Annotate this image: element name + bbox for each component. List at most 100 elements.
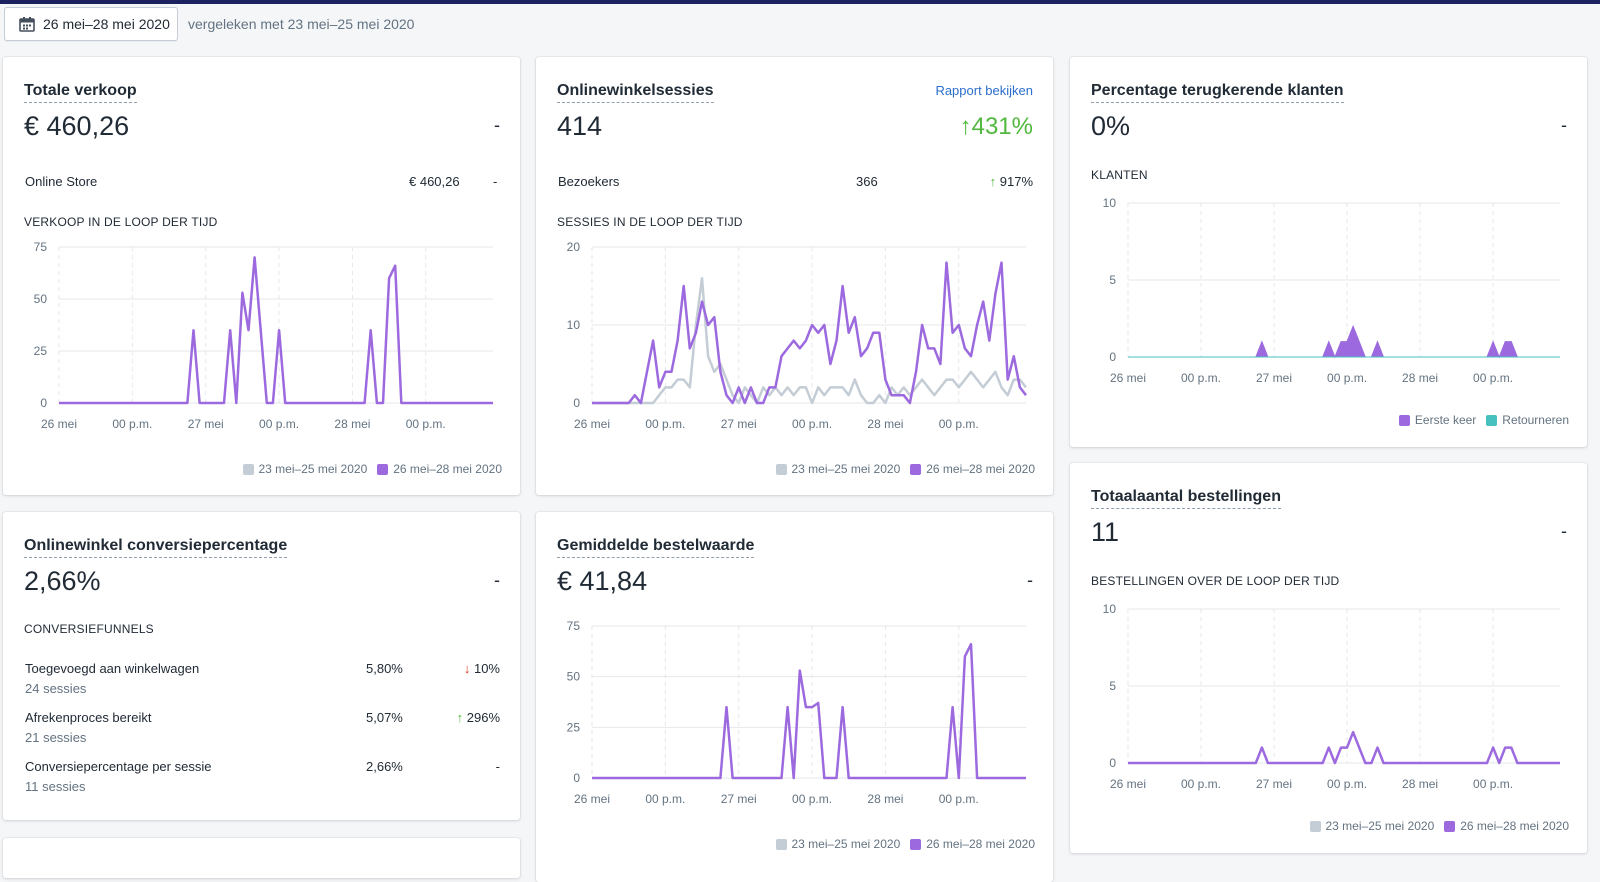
x-tick-label: 00 p.m. [1181, 371, 1221, 385]
chart-label: VERKOOP IN DE LOOP DER TIJD [24, 215, 218, 229]
row-change: - [493, 174, 498, 189]
x-tick-label: 00 p.m. [406, 417, 446, 431]
x-tick-label: 00 p.m. [1181, 777, 1221, 791]
x-tick-label: 28 mei [1402, 371, 1438, 385]
funnel-row-value: 5,80% [366, 661, 403, 676]
legend-item-first-time: Eerste keer [1398, 413, 1476, 427]
funnel-row-value: 5,07% [366, 710, 403, 725]
funnel-row-sessions: 11 sessies [25, 779, 86, 794]
y-tick-label: 10 [1103, 602, 1117, 616]
y-tick-label: 5 [1109, 273, 1116, 287]
y-tick-label: 0 [1109, 350, 1116, 364]
legend-item-current: 26 mei–28 mei 2020 [1444, 819, 1569, 833]
card-conversion-rate: Onlinewinkel conversiepercentage 2,66% -… [3, 512, 520, 820]
series-line [592, 642, 1026, 780]
legend-item-current: 26 mei–28 mei 2020 [910, 462, 1035, 476]
metric-value: 0% [1091, 111, 1131, 141]
x-tick-label: 00 p.m. [259, 417, 299, 431]
chart-label: KLANTEN [1091, 168, 1148, 182]
card-title[interactable]: Totale verkoop [24, 81, 137, 103]
funnel-row-label: Afrekenproces bereikt [25, 710, 152, 725]
x-tick-label: 27 mei [721, 417, 757, 431]
x-tick-label: 26 mei [574, 792, 610, 806]
funnel-row-change: ↑ 296% [456, 710, 500, 725]
row-label: Online Store [25, 174, 98, 189]
card-total-sales: Totale verkoop € 460,26 - Online Store €… [3, 57, 520, 495]
x-tick-label: 00 p.m. [1327, 777, 1367, 791]
x-tick-label: 28 mei [334, 417, 370, 431]
x-tick-label: 00 p.m. [645, 792, 685, 806]
card-title[interactable]: Totaalaantal bestellingen [1091, 487, 1281, 509]
x-tick-label: 00 p.m. [939, 417, 979, 431]
y-tick-label: 0 [40, 396, 47, 410]
arrow-up-icon: ↑ [989, 174, 997, 189]
legend-item-previous: 23 mei–25 mei 2020 [775, 837, 900, 851]
y-tick-label: 20 [567, 240, 581, 254]
funnel-row-change: ↓ 10% [463, 661, 500, 676]
chart-label: SESSIES IN DE LOOP DER TIJD [557, 215, 743, 229]
card-returning-customers: Percentage terugkerende klanten 0% - KLA… [1070, 57, 1587, 447]
x-tick-label: 28 mei [1402, 777, 1438, 791]
calendar-icon [19, 16, 35, 32]
row-change: ↑ 917% [989, 174, 1033, 189]
chart-legend: 23 mei–25 mei 2020 26 mei–28 mei 2020 [1300, 819, 1569, 833]
date-range-button[interactable]: 26 mei–28 mei 2020 [4, 7, 178, 41]
x-tick-label: 26 mei [574, 417, 610, 431]
card-title[interactable]: Onlinewinkel conversiepercentage [24, 536, 288, 558]
chart-legend: 23 mei–25 mei 2020 26 mei–28 mei 2020 [766, 462, 1035, 476]
x-tick-label: 00 p.m. [792, 417, 832, 431]
x-tick-label: 28 mei [867, 417, 903, 431]
card-title[interactable]: Onlinewinkelsessies [557, 81, 714, 103]
card-average-order-value: Gemiddelde bestelwaarde € 41,84 - 0 25 50 7… [536, 512, 1053, 882]
x-tick-label: 00 p.m. [1473, 371, 1513, 385]
y-tick-label: 10 [567, 318, 581, 332]
series-line [59, 256, 493, 405]
metric-value: 11 [1091, 517, 1120, 547]
date-range-label: 26 mei–28 mei 2020 [43, 16, 170, 32]
x-tick-label: 00 p.m. [112, 417, 152, 431]
series-area [1128, 324, 1560, 359]
metric-change: - [494, 570, 500, 590]
y-tick-label: 0 [573, 396, 580, 410]
row-value: € 460,26 [409, 174, 460, 189]
arrow-up-icon: ↑ [959, 113, 972, 140]
x-tick-label: 27 mei [188, 417, 224, 431]
legend-item-current: 26 mei–28 mei 2020 [377, 462, 502, 476]
row-value: 366 [856, 174, 878, 189]
series-line [592, 276, 1027, 405]
card-title[interactable]: Gemiddelde bestelwaarde [557, 536, 755, 558]
sales-chart: 0 25 50 75 26 mei 00 p.m. 27 mei 00 p.m. 28 mei 0… [34, 240, 493, 431]
y-tick-label: 75 [567, 619, 581, 633]
y-tick-label: 50 [567, 670, 581, 684]
y-tick-label: 25 [567, 720, 581, 734]
metric-change: ↑431% [959, 113, 1033, 140]
card-total-orders: Totaalaantal bestellingen 11 - BESTELLIN… [1070, 463, 1587, 853]
aov-chart: 0 25 50 75 26 mei 00 p.m. 27 mei 00 p.m. 28 mei 0… [567, 619, 1026, 806]
chart-legend: 23 mei–25 mei 2020 26 mei–28 mei 2020 [233, 462, 502, 476]
view-report-link[interactable]: Rapport bekijken [935, 83, 1033, 98]
legend-item-returning: Retourneren [1486, 413, 1569, 427]
metric-change: - [1027, 570, 1033, 590]
row-label: Bezoekers [558, 174, 620, 189]
card-online-sessions: Onlinewinkelsessies Rapport bekijken 414… [536, 57, 1053, 495]
card-title[interactable]: Percentage terugkerende klanten [1091, 81, 1344, 103]
funnel-row-sessions: 24 sessies [25, 681, 87, 696]
x-tick-label: 26 mei [1110, 777, 1146, 791]
card-partial [3, 838, 520, 878]
funnel-row-sessions: 21 sessies [25, 730, 87, 745]
metric-value: € 460,26 [24, 111, 130, 141]
y-tick-label: 5 [1109, 679, 1116, 693]
x-tick-label: 26 mei [1110, 371, 1146, 385]
x-tick-label: 27 mei [721, 792, 757, 806]
funnel-row-label: Conversiepercentage per sessie [25, 759, 212, 774]
legend-item-current: 26 mei–28 mei 2020 [910, 837, 1035, 851]
funnel-row-change: - [495, 759, 500, 774]
x-tick-label: 27 mei [1256, 371, 1292, 385]
orders-chart: 0 5 10 26 mei 00 p.m. 27 mei 00 p.m. 28 mei 00 p… [1103, 602, 1560, 791]
y-tick-label: 10 [1103, 196, 1117, 210]
x-tick-label: 26 mei [41, 417, 77, 431]
x-tick-label: 00 p.m. [792, 792, 832, 806]
x-tick-label: 27 mei [1256, 777, 1292, 791]
x-tick-label: 28 mei [867, 792, 903, 806]
metric-value: € 41,84 [557, 566, 648, 596]
